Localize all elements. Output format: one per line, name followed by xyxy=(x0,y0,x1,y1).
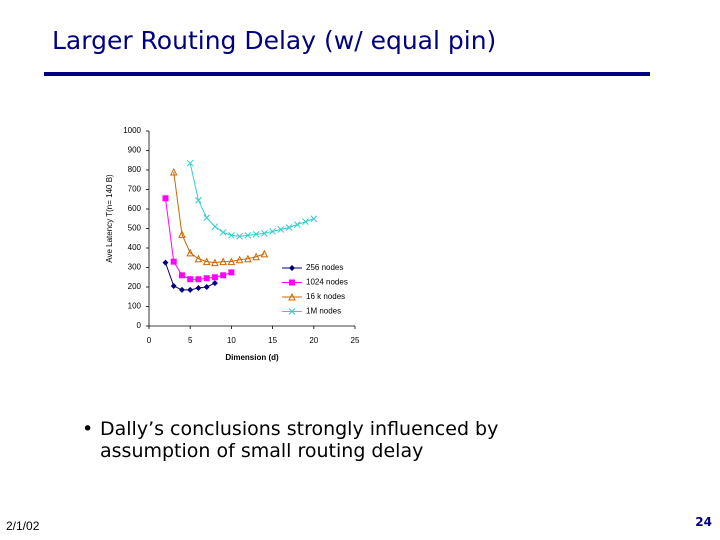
marker xyxy=(170,258,177,265)
y-tick-label: 800 xyxy=(128,165,142,174)
marker xyxy=(195,276,202,283)
marker xyxy=(194,254,203,263)
marker xyxy=(261,230,268,237)
marker xyxy=(203,275,210,282)
marker xyxy=(211,258,219,267)
marker xyxy=(289,265,295,271)
y-tick-label: 600 xyxy=(128,204,142,213)
y-tick-label: 500 xyxy=(128,224,142,233)
series-line xyxy=(164,198,232,280)
footer-date: 2/1/02 xyxy=(6,519,40,533)
marker xyxy=(169,167,178,176)
legend-label: 1024 nodes xyxy=(306,278,348,287)
x-tick-label: 15 xyxy=(268,336,277,345)
marker xyxy=(235,255,244,264)
x-tick-label: 20 xyxy=(309,336,318,345)
x-axis-label: Dimension (d) xyxy=(225,353,279,362)
marker xyxy=(289,279,295,286)
marker xyxy=(186,159,194,167)
bullet-line: assumption of small routing delay xyxy=(100,440,424,462)
x-tick-label: 0 xyxy=(147,336,152,345)
marker xyxy=(269,228,276,235)
marker xyxy=(228,231,235,239)
marker xyxy=(162,195,169,202)
marker xyxy=(187,286,194,293)
y-tick-label: 900 xyxy=(128,146,142,155)
marker xyxy=(228,269,235,276)
marker xyxy=(252,230,260,238)
x-tick-label: 5 xyxy=(188,336,193,345)
marker xyxy=(288,308,296,315)
marker xyxy=(244,254,252,263)
marker xyxy=(178,286,185,293)
y-tick-label: 0 xyxy=(137,321,142,330)
legend-label: 256 nodes xyxy=(306,263,343,272)
marker xyxy=(186,248,195,257)
marker xyxy=(202,257,211,266)
marker xyxy=(236,232,243,240)
marker xyxy=(277,226,285,233)
marker xyxy=(220,272,227,279)
series-line xyxy=(189,163,314,237)
marker xyxy=(227,257,236,266)
x-tick-label: 25 xyxy=(351,336,360,345)
y-tick-label: 400 xyxy=(128,243,142,252)
slide-title: Larger Routing Delay (w/ equal pin) xyxy=(52,26,497,55)
marker xyxy=(162,259,169,266)
y-tick-label: 1000 xyxy=(123,126,141,135)
bullet-dot: • xyxy=(82,418,94,440)
marker xyxy=(288,292,296,301)
title-rule xyxy=(44,72,650,76)
y-tick-label: 200 xyxy=(128,282,142,291)
marker xyxy=(219,229,227,236)
series-line xyxy=(173,171,265,264)
x-tick-label: 10 xyxy=(227,336,236,345)
marker xyxy=(178,230,186,238)
marker xyxy=(195,284,202,291)
marker xyxy=(310,215,318,223)
legend-label: 1M nodes xyxy=(306,307,341,316)
marker xyxy=(170,283,177,290)
legend-label: 16 k nodes xyxy=(306,292,345,301)
y-tick-label: 700 xyxy=(128,185,142,194)
y-axis-label: Ave Latency T(n= 140 B) xyxy=(105,174,114,263)
y-tick-label: 300 xyxy=(128,263,142,272)
bullet: • Dally’s conclusions strongly influence… xyxy=(82,418,498,462)
marker xyxy=(302,218,309,226)
marker xyxy=(293,221,301,228)
marker xyxy=(260,249,269,258)
marker xyxy=(211,274,218,281)
marker xyxy=(211,280,218,287)
marker xyxy=(219,257,227,266)
marker xyxy=(187,276,194,283)
marker xyxy=(285,224,293,231)
bullet-line: Dally’s conclusions strongly influenced … xyxy=(100,418,499,440)
page-number: 24 xyxy=(695,515,712,529)
marker xyxy=(203,214,211,222)
marker xyxy=(211,223,219,230)
marker xyxy=(244,231,252,239)
marker xyxy=(203,284,210,290)
marker xyxy=(178,272,185,279)
y-tick-label: 100 xyxy=(128,302,142,311)
marker xyxy=(252,252,260,261)
marker xyxy=(195,196,202,204)
